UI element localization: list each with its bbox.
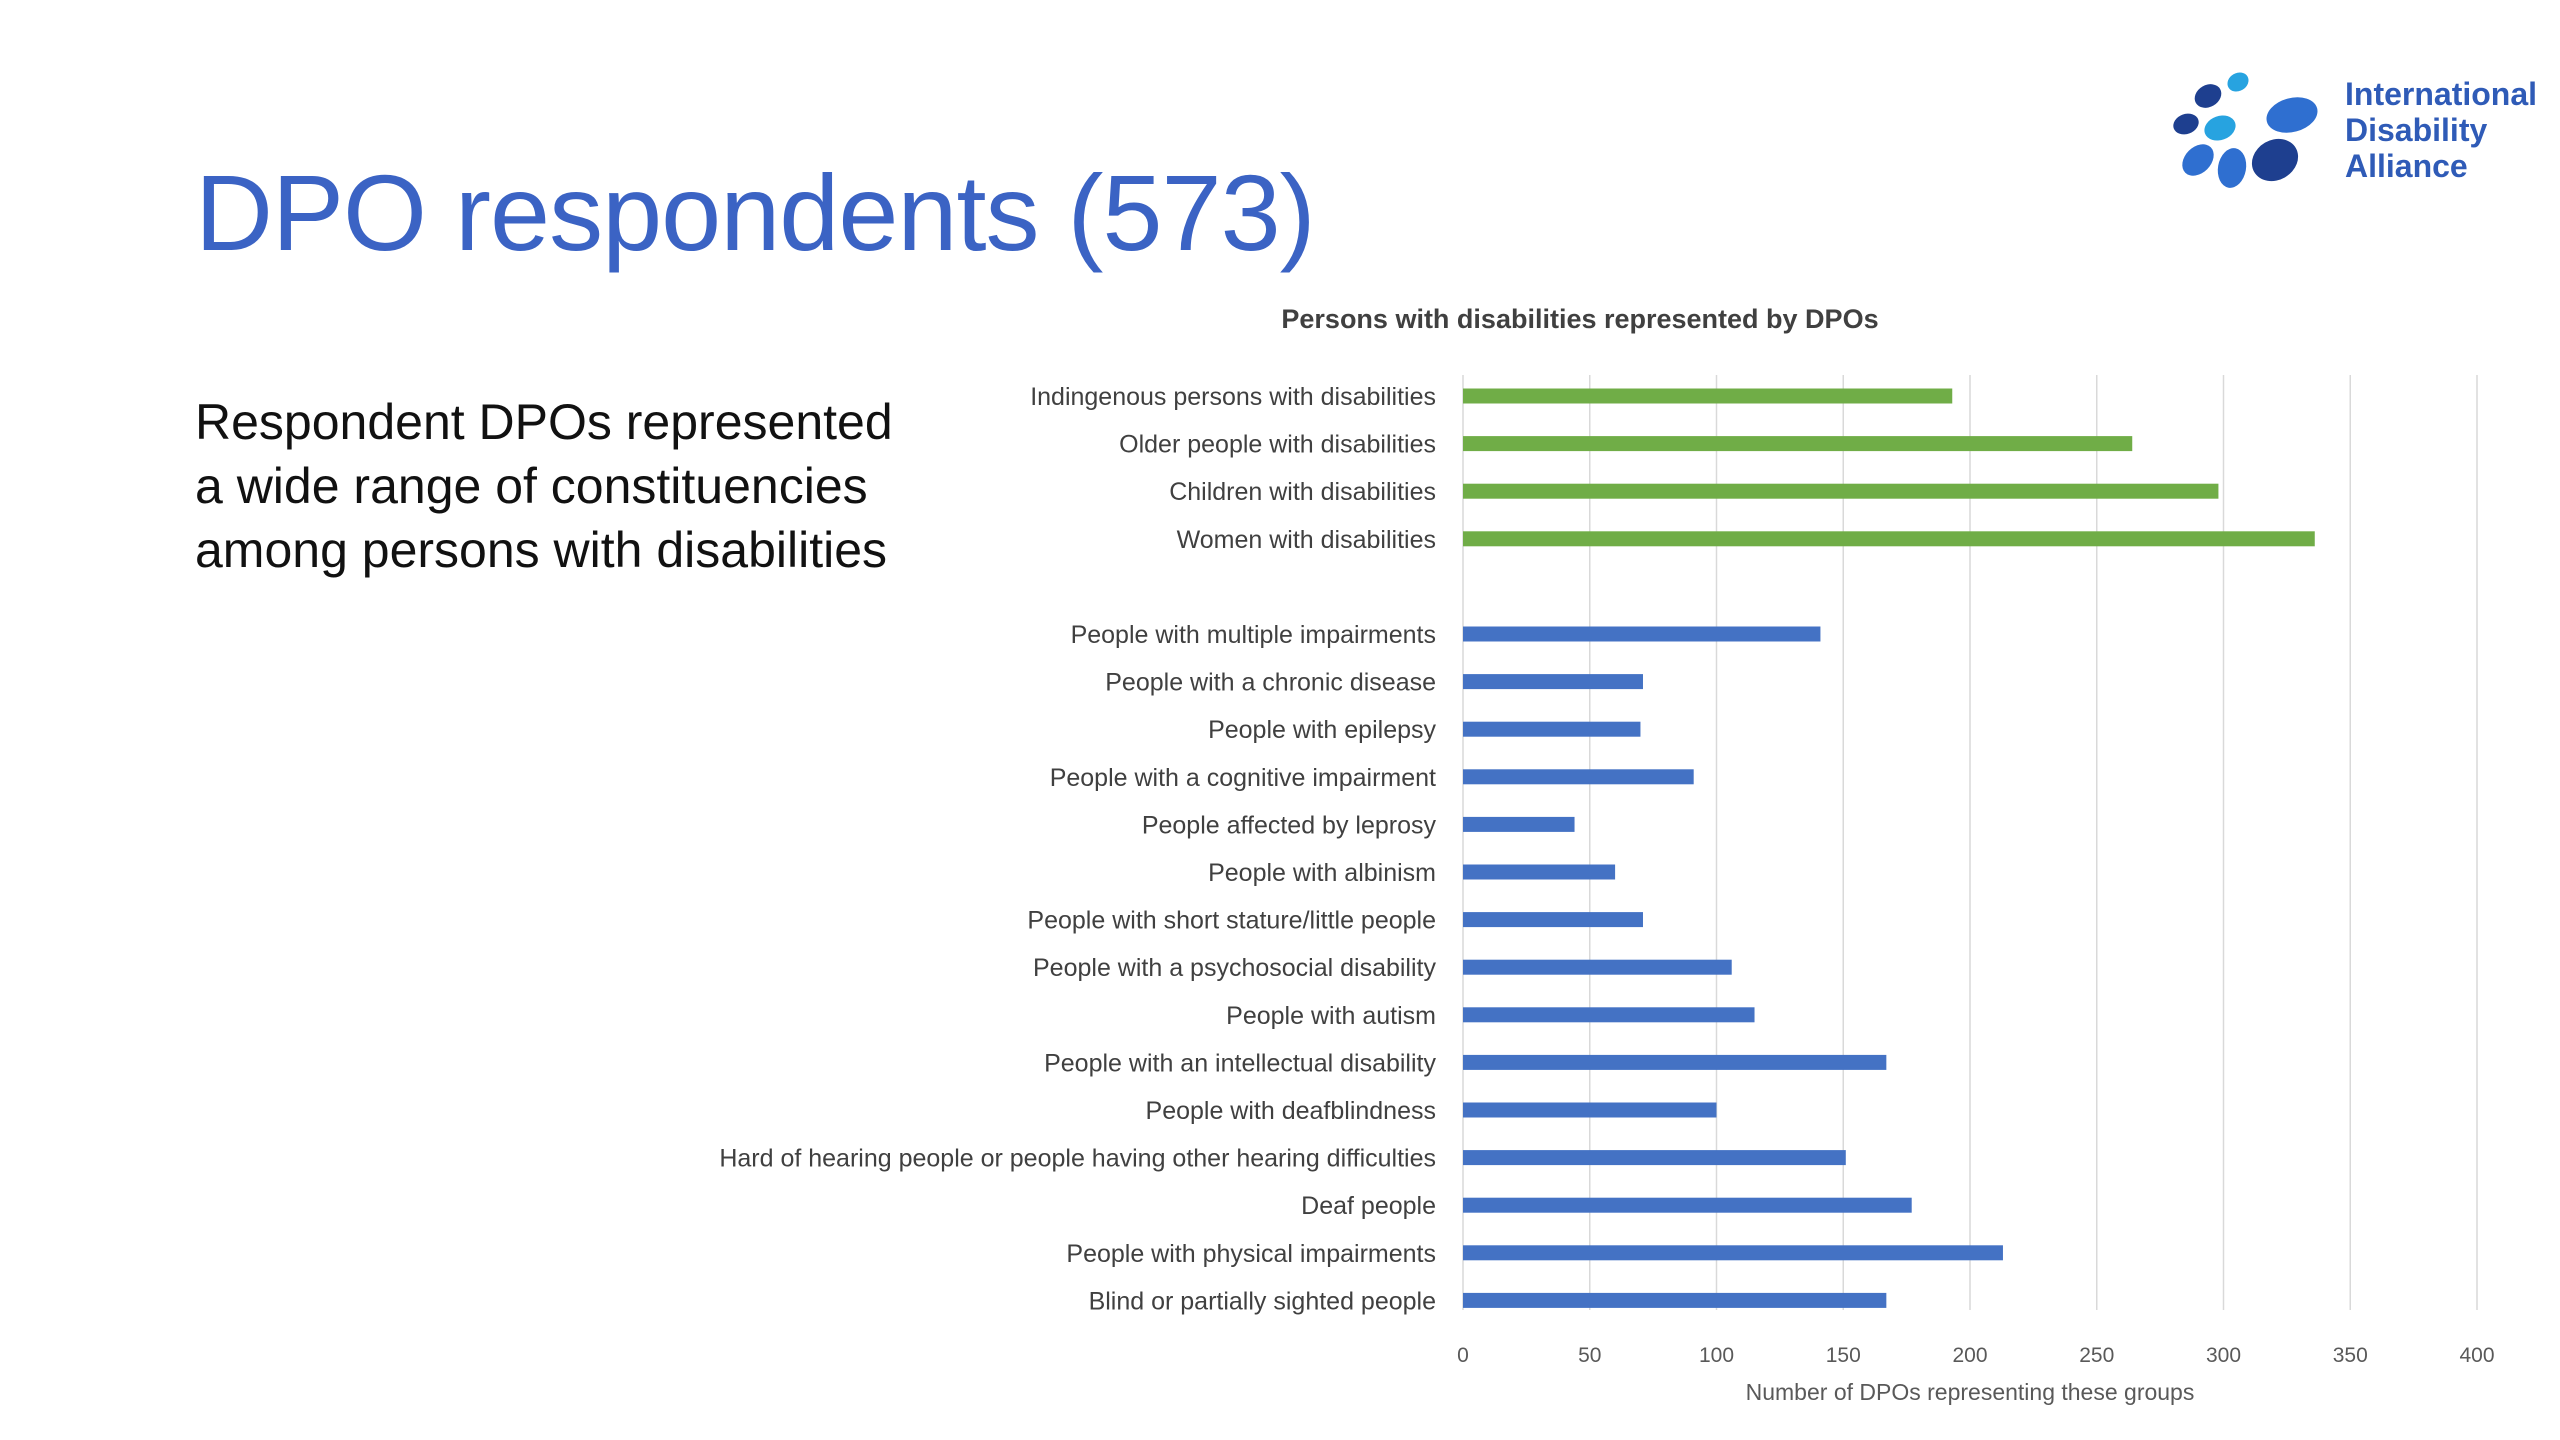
x-tick-label: 0: [1457, 1344, 1469, 1367]
slide-title: DPO respondents (573): [195, 152, 1316, 273]
category-label: Women with disabilities: [1177, 526, 1436, 554]
bar: [1463, 912, 1643, 928]
bar: [1463, 1150, 1846, 1166]
category-label: People with physical impairments: [1066, 1240, 1436, 1268]
category-label: Blind or partially sighted people: [1089, 1287, 1436, 1315]
bar: [1463, 1007, 1755, 1023]
ida-logo-text: International Disability Alliance: [2345, 76, 2537, 184]
bar: [1463, 1245, 2003, 1261]
category-label: People with a psychosocial disability: [1033, 954, 1436, 982]
ida-logo: International Disability Alliance: [2170, 60, 2550, 210]
bar: [1463, 769, 1694, 785]
category-label: Children with disabilities: [1169, 478, 1436, 506]
chart-title: Persons with disabilities represented by…: [1281, 304, 1878, 334]
x-tick-label: 150: [1826, 1344, 1861, 1367]
x-tick-label: 400: [2459, 1344, 2494, 1367]
bar: [1463, 1102, 1717, 1118]
x-tick-label: 50: [1578, 1344, 1601, 1367]
logo-line-2: Disability: [2345, 112, 2488, 148]
logo-line-1: International: [2345, 76, 2538, 112]
category-label: Hard of hearing people or people having …: [719, 1145, 1436, 1173]
category-labels: Indingenous persons with disabilities Old…: [719, 383, 1436, 1315]
bar: [1463, 721, 1641, 737]
bar: [1463, 1197, 1912, 1213]
bar: [1463, 1054, 1887, 1070]
category-label: People with epilepsy: [1208, 716, 1436, 744]
bars: [1463, 388, 2315, 1308]
logo-line-3: Alliance: [2345, 148, 2468, 184]
x-axis-ticks: 0 50 100 150 200 250 300 350 400: [1457, 1344, 2494, 1367]
bar: [1463, 1292, 1887, 1308]
bar: [1463, 674, 1643, 690]
bar: [1463, 483, 2219, 499]
bar: [1463, 816, 1575, 832]
ida-logo-icon: [2173, 72, 2318, 188]
grid-lines: [1462, 375, 2478, 1310]
bar: [1463, 388, 1953, 404]
category-label: People with short stature/little people: [1027, 907, 1436, 935]
bar: [1463, 959, 1732, 975]
category-label: People with a cognitive impairment: [1050, 764, 1436, 792]
category-label: People with deafblindness: [1146, 1097, 1436, 1125]
category-label: People with multiple impairments: [1071, 621, 1436, 649]
intro-text: Respondent DPOs represented a wide range…: [195, 394, 893, 578]
x-tick-label: 100: [1699, 1344, 1734, 1367]
category-label: People with a chronic disease: [1105, 669, 1436, 697]
category-label: Indingenous persons with disabilities: [1030, 383, 1436, 411]
category-label: People with an intellectual disability: [1044, 1049, 1436, 1077]
bar: [1463, 864, 1616, 880]
x-tick-label: 300: [2206, 1344, 2241, 1367]
x-axis-title: Number of DPOs representing these groups: [1746, 1379, 2195, 1405]
category-label: People with autism: [1226, 1002, 1436, 1030]
category-label: People affected by leprosy: [1142, 811, 1437, 839]
category-label: Older people with disabilities: [1119, 431, 1436, 459]
bar: [1463, 436, 2133, 452]
category-label: People with albinism: [1208, 859, 1436, 887]
x-tick-label: 200: [1952, 1344, 1987, 1367]
x-tick-label: 350: [2333, 1344, 2368, 1367]
bar-chart: Persons with disabilities represented by…: [719, 304, 2494, 1405]
bar: [1463, 531, 2315, 547]
bar: [1463, 626, 1821, 642]
x-tick-label: 250: [2079, 1344, 2114, 1367]
category-label: Deaf people: [1301, 1192, 1436, 1220]
